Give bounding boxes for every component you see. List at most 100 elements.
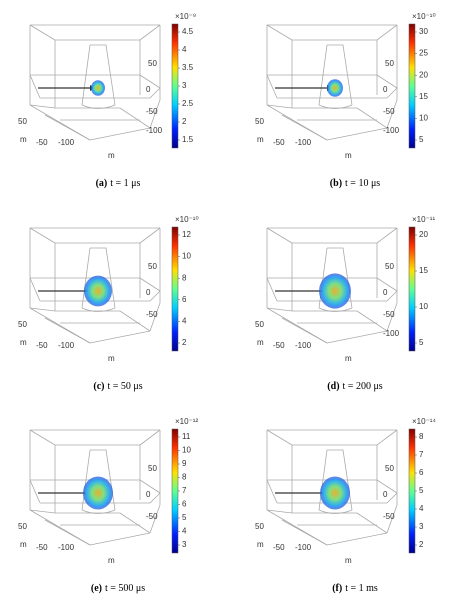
x-tick-label: -50 bbox=[273, 138, 285, 147]
panel: ×10⁻¹⁰ 30 25 20 15 10 5 50 0 -50 -100 50 m -50 -100 m (b… bbox=[255, 12, 436, 189]
wireframe bbox=[139, 227, 161, 244]
x-tick-label: -100 bbox=[295, 341, 312, 350]
colorbar-exponent: ×10⁻¹⁰ bbox=[175, 215, 199, 224]
x-tick-label: -100 bbox=[58, 543, 75, 552]
x-unit: m bbox=[108, 354, 115, 363]
wireframe bbox=[266, 104, 293, 109]
caption-label: (a) bbox=[96, 178, 108, 189]
caption-label: (d) bbox=[327, 381, 339, 392]
z-tick-label: -50 bbox=[146, 512, 158, 521]
colorbar bbox=[408, 226, 416, 352]
wireframe bbox=[386, 87, 398, 99]
y-tick-label: 50 bbox=[255, 522, 264, 531]
caption-text: t = 10 μs bbox=[345, 178, 380, 189]
wireframe bbox=[266, 74, 278, 99]
z-tick-label: -100 bbox=[383, 329, 400, 338]
y-tick-label: 50 bbox=[255, 320, 264, 329]
wireframe bbox=[281, 317, 328, 344]
colorbar-tick-label: 5 bbox=[419, 135, 424, 144]
wireframe bbox=[149, 492, 161, 504]
field-blob bbox=[84, 275, 112, 307]
colorbar-tick-label: 2 bbox=[182, 117, 187, 126]
z-tick-label: -100 bbox=[146, 126, 163, 135]
y-tick-label: m bbox=[20, 135, 27, 144]
wireframe bbox=[376, 429, 398, 446]
wireframe bbox=[29, 307, 56, 312]
panel: ×10⁻¹² 11 10 9 8 7 6 5 4 3 50 0 -50 50 m -50 -100 m (e) t =… bbox=[18, 417, 198, 594]
wireframe bbox=[29, 277, 41, 302]
colorbar-tick-label: 3 bbox=[182, 81, 187, 90]
wireframe bbox=[139, 74, 161, 89]
wireframe bbox=[119, 512, 151, 534]
colorbar-tick-label: 25 bbox=[419, 49, 428, 58]
z-tick-label: 0 bbox=[383, 490, 388, 499]
colorbar-tick-label: 10 bbox=[419, 114, 428, 123]
wireframe bbox=[139, 479, 161, 494]
y-tick-label: 50 bbox=[18, 320, 27, 329]
colorbar-tick-label: 20 bbox=[419, 70, 428, 79]
wireframe bbox=[356, 310, 388, 332]
wireframe bbox=[356, 512, 388, 534]
wireframe bbox=[29, 24, 56, 41]
wireframe bbox=[281, 519, 328, 546]
z-tick-label: -50 bbox=[146, 107, 158, 116]
colorbar-tick-label: 3 bbox=[182, 540, 187, 549]
wireframe bbox=[326, 532, 388, 546]
wireframe bbox=[149, 302, 161, 332]
colorbar-tick-label: 2 bbox=[419, 540, 424, 549]
caption-text: t = 500 μs bbox=[105, 583, 145, 594]
wireframe bbox=[376, 479, 398, 494]
panel: ×10⁻¹⁰ 12 10 8 6 4 2 50 0 -50 50 m -50 -100 m (c) t = 50… bbox=[18, 215, 199, 392]
caption-label: (f) bbox=[332, 583, 342, 594]
colorbar-tick-label: 1.5 bbox=[182, 135, 194, 144]
colorbar-exponent: ×10⁻¹⁴ bbox=[412, 417, 436, 426]
field-blob bbox=[83, 476, 113, 510]
wireframe bbox=[119, 310, 151, 332]
wireframe bbox=[44, 317, 91, 344]
colorbar-tick-label: 7 bbox=[419, 450, 424, 459]
caption: (d) t = 200 μs bbox=[327, 381, 383, 392]
wireframe bbox=[119, 107, 151, 129]
wireframe bbox=[89, 532, 151, 546]
z-tick-label: 0 bbox=[146, 85, 151, 94]
z-tick-label: 50 bbox=[148, 59, 157, 68]
colorbar-tick-label: 10 bbox=[419, 302, 428, 311]
x-unit: m bbox=[345, 556, 352, 565]
caption-text: t = 50 μs bbox=[107, 381, 142, 392]
y-tick-label: m bbox=[20, 338, 27, 347]
z-tick-label: 0 bbox=[383, 288, 388, 297]
wireframe bbox=[29, 104, 56, 109]
panel: ×10⁻¹¹ 20 15 10 5 50 0 -50 -100 50 m -50 -100 m (d) t =… bbox=[255, 215, 435, 392]
x-unit: m bbox=[108, 151, 115, 160]
colorbar-tick-label: 8 bbox=[419, 432, 424, 441]
colorbar-tick-label: 3.5 bbox=[182, 63, 194, 72]
panel: ×10⁻¹⁴ 8 7 6 5 4 3 2 50 0 -50 50 m -50 -100 m (f) t = 1 m… bbox=[255, 417, 436, 594]
caption-text: t = 1 ms bbox=[345, 583, 378, 594]
wireframe bbox=[44, 519, 91, 546]
wireframe bbox=[149, 290, 161, 302]
z-tick-label: 50 bbox=[385, 262, 394, 271]
field-blob bbox=[319, 273, 351, 309]
z-tick-label: -100 bbox=[383, 126, 400, 135]
colorbar-tick-label: 15 bbox=[419, 92, 428, 101]
wireframe bbox=[149, 504, 161, 534]
colorbar-exponent: ×10⁻⁹ bbox=[175, 12, 196, 21]
z-tick-label: 50 bbox=[385, 464, 394, 473]
panel: ×10⁻⁹ 4.5 4 3.5 3 2.5 2 1.5 50 0 -50 -100 50 m -50 -100… bbox=[18, 12, 196, 189]
colorbar-exponent: ×10⁻¹² bbox=[175, 417, 198, 426]
wireframe bbox=[266, 24, 293, 41]
colorbar bbox=[408, 428, 416, 554]
wireframe bbox=[89, 127, 151, 141]
colorbar-tick-label: 4 bbox=[182, 317, 187, 326]
y-tick-label: 50 bbox=[18, 117, 27, 126]
x-unit: m bbox=[108, 556, 115, 565]
x-tick-label: -100 bbox=[58, 341, 75, 350]
wireframe bbox=[386, 290, 398, 302]
x-tick-label: -100 bbox=[295, 543, 312, 552]
wireframe bbox=[266, 429, 293, 446]
x-tick-label: -50 bbox=[36, 138, 48, 147]
wireframe bbox=[266, 479, 278, 504]
colorbar-tick-label: 6 bbox=[419, 468, 424, 477]
colorbar-tick-label: 12 bbox=[182, 230, 191, 239]
